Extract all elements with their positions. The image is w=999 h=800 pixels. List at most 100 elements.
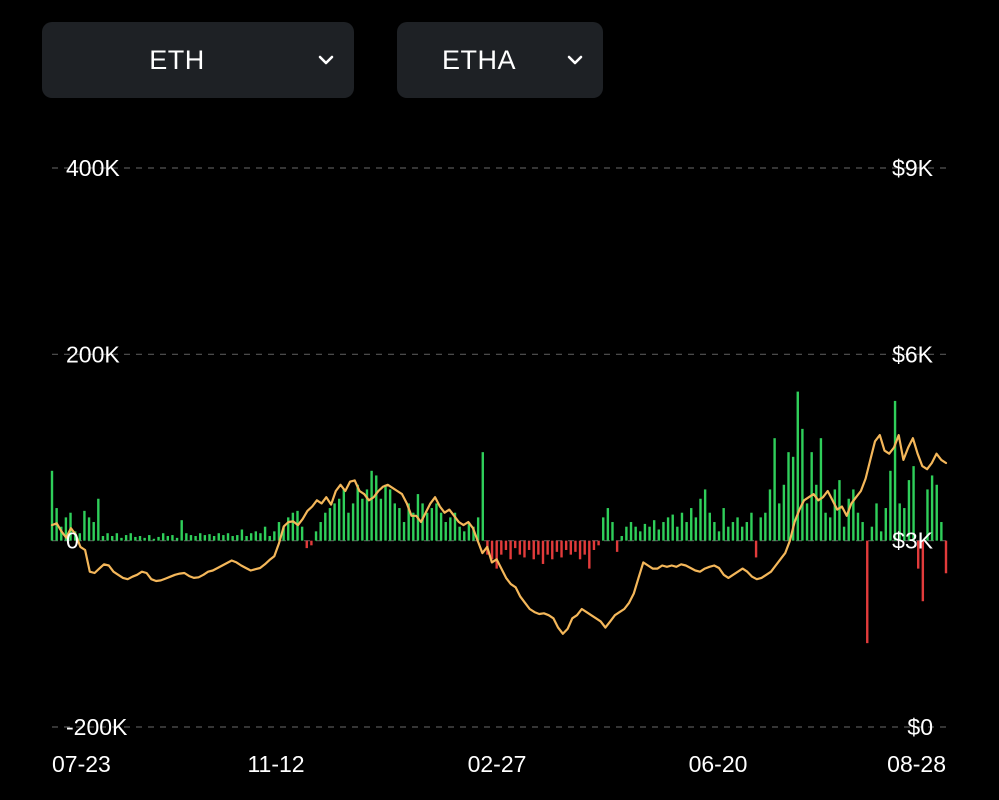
price-line-layer (50, 434, 948, 635)
inflow-bar (903, 508, 906, 541)
inflow-bar (361, 498, 364, 541)
outflow-bar (523, 540, 526, 558)
inflow-bar (926, 489, 929, 541)
inflow-bar (602, 517, 605, 541)
inflow-bar (708, 512, 711, 541)
inflow-bar (476, 517, 480, 541)
left-axis-tick: 200K (66, 341, 120, 367)
inflow-bar (439, 512, 443, 541)
inflow-bar (236, 535, 239, 541)
chevron-down-icon[interactable] (547, 53, 603, 67)
inflow-bar (106, 533, 109, 541)
inflow-bar (940, 522, 943, 541)
inflow-bar (185, 533, 188, 541)
inflow-bar (375, 475, 378, 541)
right-axis-tick: $6K (892, 341, 934, 367)
outflow-bar (514, 540, 517, 549)
inflow-bar (60, 526, 63, 541)
inflow-bar (365, 489, 369, 541)
inflow-bar (92, 522, 95, 541)
grid-lines (52, 167, 946, 728)
inflow-bar (328, 508, 332, 541)
inflow-bar (671, 514, 674, 541)
inflow-bar (801, 428, 804, 541)
inflow-bar (388, 489, 392, 541)
inflow-bar (458, 526, 461, 541)
inflow-bar (134, 536, 137, 541)
inflow-bar (745, 522, 749, 541)
outflow-bar (615, 540, 619, 552)
inflow-bar (611, 522, 614, 541)
inflow-bar (64, 517, 68, 541)
outflow-bar (592, 540, 596, 550)
inflow-bar (680, 512, 684, 541)
inflow-bar (444, 522, 447, 541)
inflow-bar (703, 489, 707, 541)
inflow-bar (634, 526, 637, 541)
inflow-bar (333, 503, 336, 541)
inflow-bar (453, 512, 457, 541)
inflow-bar (838, 480, 841, 541)
left-axis-tick: -200K (66, 714, 128, 740)
outflow-bar (500, 540, 503, 555)
inflow-bar (782, 484, 786, 541)
inflow-bar (282, 526, 285, 541)
outflow-bar (583, 540, 586, 555)
asset-selector[interactable]: ETH (42, 22, 354, 98)
fund-selector[interactable]: ETHA (397, 22, 603, 98)
outflow-bar (541, 540, 545, 564)
inflow-bar (342, 489, 346, 541)
outflow-bar (495, 540, 498, 569)
chevron-down-icon[interactable] (298, 53, 354, 67)
inflow-bar (463, 531, 466, 541)
outflow-bar (305, 540, 308, 549)
fund-selector-value: ETHA (441, 44, 516, 75)
outflow-bar (917, 540, 920, 569)
left-axis-tick: 0 (66, 528, 79, 554)
left-axis-tick: 400K (66, 155, 120, 181)
inflow-bar (449, 517, 452, 541)
inflow-bar (889, 470, 892, 541)
inflow-bar (787, 452, 790, 541)
right-axis-tick: $3K (892, 528, 934, 554)
inflow-bar (129, 533, 132, 541)
outflow-bar (597, 540, 600, 546)
inflow-bar (722, 508, 725, 541)
inflow-bar (884, 508, 887, 541)
outflow-bar (564, 540, 568, 550)
inflow-bar (690, 508, 693, 541)
inflow-bar (736, 517, 739, 541)
inflow-bar (426, 512, 429, 541)
inflow-bar (606, 508, 610, 541)
outflow-bar (944, 540, 948, 574)
outflow-bar (555, 540, 559, 552)
inflow-bar (111, 536, 114, 541)
inflow-bar (263, 526, 267, 541)
inflow-bar (930, 475, 934, 541)
inflow-bar (291, 512, 295, 541)
inflow-bar (97, 498, 100, 541)
inflow-bar (273, 531, 276, 541)
inflow-bar (819, 438, 823, 541)
inflow-bar (727, 526, 730, 541)
inflow-bar (319, 522, 322, 541)
outflow-bar (574, 540, 577, 552)
inflow-bar (115, 533, 119, 541)
outflow-bar (921, 540, 925, 602)
outflow-bar (490, 540, 494, 560)
inflow-bar (652, 520, 656, 541)
inflow-bar (356, 484, 359, 541)
inflow-bar (393, 503, 396, 541)
outflow-bar (546, 540, 549, 555)
outflow-bar (532, 540, 535, 560)
inflow-bar (643, 523, 647, 541)
inflow-bar (314, 531, 318, 541)
inflow-bar (666, 517, 670, 541)
inflow-bar (300, 526, 304, 541)
inflow-bar (694, 517, 698, 541)
inflow-bar (852, 489, 855, 541)
inflow-bar (143, 537, 146, 541)
inflow-bar (879, 531, 883, 541)
inflow-bar (639, 531, 642, 541)
inflow-bar (768, 489, 772, 541)
